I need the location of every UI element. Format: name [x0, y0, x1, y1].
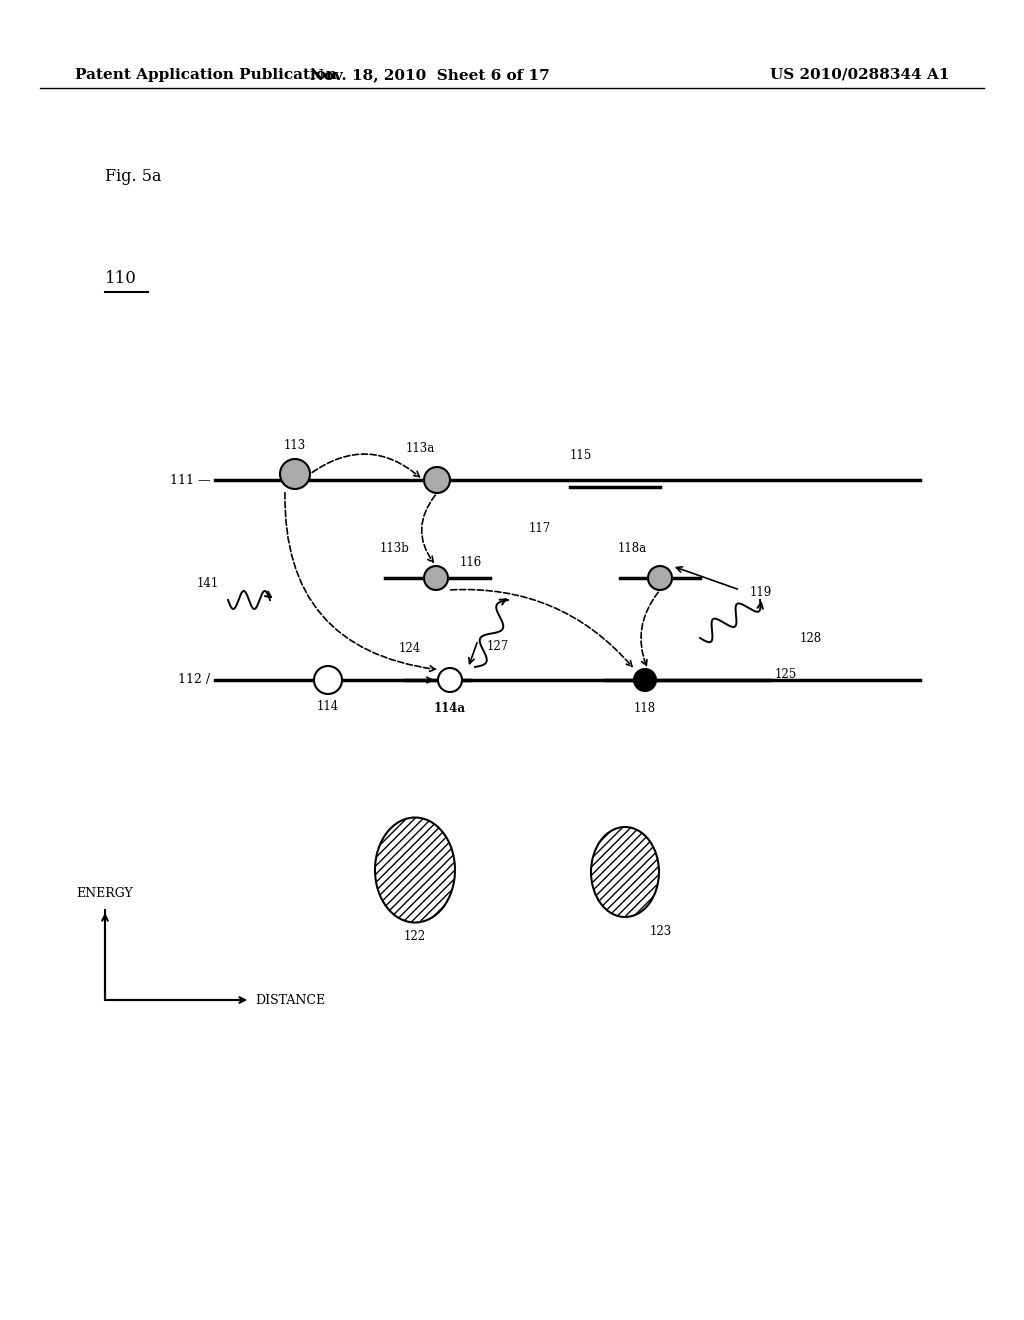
Text: 125: 125: [775, 668, 798, 681]
Text: 141: 141: [197, 577, 219, 590]
Circle shape: [648, 566, 672, 590]
Text: Fig. 5a: Fig. 5a: [105, 168, 162, 185]
Text: 113b: 113b: [380, 543, 410, 554]
Text: ENERGY: ENERGY: [77, 887, 133, 900]
Text: 122: 122: [403, 931, 426, 942]
Text: Patent Application Publication: Patent Application Publication: [75, 69, 337, 82]
Text: 124: 124: [399, 642, 421, 655]
Text: 115: 115: [570, 449, 592, 462]
Text: DISTANCE: DISTANCE: [255, 994, 326, 1006]
Circle shape: [424, 467, 450, 492]
Text: 111 —: 111 —: [170, 474, 210, 487]
Text: 119: 119: [750, 586, 772, 598]
Text: 113a: 113a: [406, 442, 434, 455]
Text: 128: 128: [800, 631, 822, 644]
Circle shape: [634, 669, 656, 690]
Text: 112 /: 112 /: [178, 673, 210, 686]
Text: 118: 118: [634, 702, 656, 715]
Text: Nov. 18, 2010  Sheet 6 of 17: Nov. 18, 2010 Sheet 6 of 17: [310, 69, 550, 82]
Text: US 2010/0288344 A1: US 2010/0288344 A1: [770, 69, 950, 82]
Text: 118a: 118a: [617, 543, 646, 554]
Circle shape: [438, 668, 462, 692]
Text: 123: 123: [650, 925, 672, 939]
Circle shape: [280, 459, 310, 488]
Text: 113: 113: [284, 440, 306, 451]
Circle shape: [314, 667, 342, 694]
Text: 127: 127: [487, 640, 509, 653]
Text: 110: 110: [105, 271, 137, 286]
Text: 117: 117: [528, 521, 551, 535]
Circle shape: [424, 566, 449, 590]
Text: 114: 114: [316, 700, 339, 713]
Text: 114a: 114a: [434, 702, 466, 715]
Text: 116: 116: [460, 556, 482, 569]
